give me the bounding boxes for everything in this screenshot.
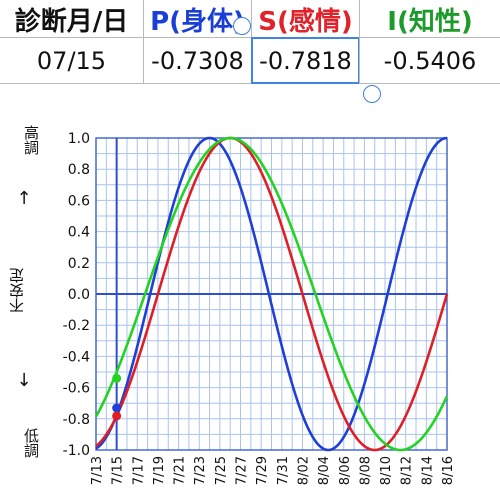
y-tick-label: 1.0 (68, 131, 90, 147)
y-tick-label: -0.6 (63, 381, 90, 397)
x-tick-label: 7/17 (131, 456, 146, 485)
value-date: 07/15 (0, 37, 144, 84)
result-table: 診断月/日 P(身体) S(感情) I(知性) 07/15 -0.7308 -0… (0, 0, 500, 85)
x-tick-label: 8/14 (420, 456, 435, 485)
selected-point-2 (112, 373, 122, 383)
y-tick-label: -0.8 (63, 412, 90, 428)
y-tick-label: 0.8 (68, 162, 90, 178)
series-line-1 (95, 136, 449, 452)
value-physical: -0.7308 (143, 37, 252, 84)
series-line-0 (95, 136, 448, 452)
x-tick-label: 7/13 (90, 456, 105, 485)
y-tick-label: -0.2 (63, 318, 90, 334)
x-tick-label: 8/08 (358, 456, 373, 485)
y-tick-label: 0.6 (68, 193, 90, 209)
y-tick-label: -1.0 (63, 443, 90, 459)
header-emotional: S(感情) (251, 0, 360, 38)
x-tick-label: 7/27 (235, 456, 250, 485)
value-intellectual: -0.5406 (359, 37, 500, 84)
selected-point-1 (112, 411, 122, 421)
selection-start-handle[interactable] (233, 17, 251, 35)
x-tick-label: 8/06 (338, 456, 353, 485)
series-line-2 (94, 136, 449, 452)
side-label-low: 低調 (22, 428, 40, 458)
x-tick-label: 7/29 (255, 456, 270, 485)
x-tick-label: 7/21 (173, 456, 188, 485)
x-tick-label: 8/02 (296, 456, 311, 485)
side-up-arrow: ↑ (16, 188, 32, 209)
side-label-high: 高調 (22, 125, 40, 155)
x-tick-label: 8/16 (441, 456, 456, 485)
x-tick-label: 7/19 (152, 456, 167, 485)
selection-end-handle[interactable] (363, 85, 381, 103)
x-tick-label: 7/15 (111, 456, 126, 485)
x-tick-label: 8/10 (379, 456, 394, 485)
value-emotional[interactable]: -0.7818 (251, 37, 360, 84)
x-tick-label: 8/12 (400, 456, 415, 485)
selected-point-0 (112, 403, 122, 413)
y-tick-label: -0.4 (63, 349, 90, 365)
y-tick-label: 0.2 (68, 256, 90, 272)
y-tick-label: 0.4 (68, 225, 90, 241)
x-tick-label: 7/23 (193, 456, 208, 485)
x-tick-label: 8/04 (317, 456, 332, 485)
side-down-arrow: ↓ (16, 370, 32, 391)
x-tick-label: 7/25 (214, 456, 229, 485)
y-tick-label: 0.0 (68, 287, 90, 303)
x-tick-label: 7/31 (276, 456, 291, 485)
